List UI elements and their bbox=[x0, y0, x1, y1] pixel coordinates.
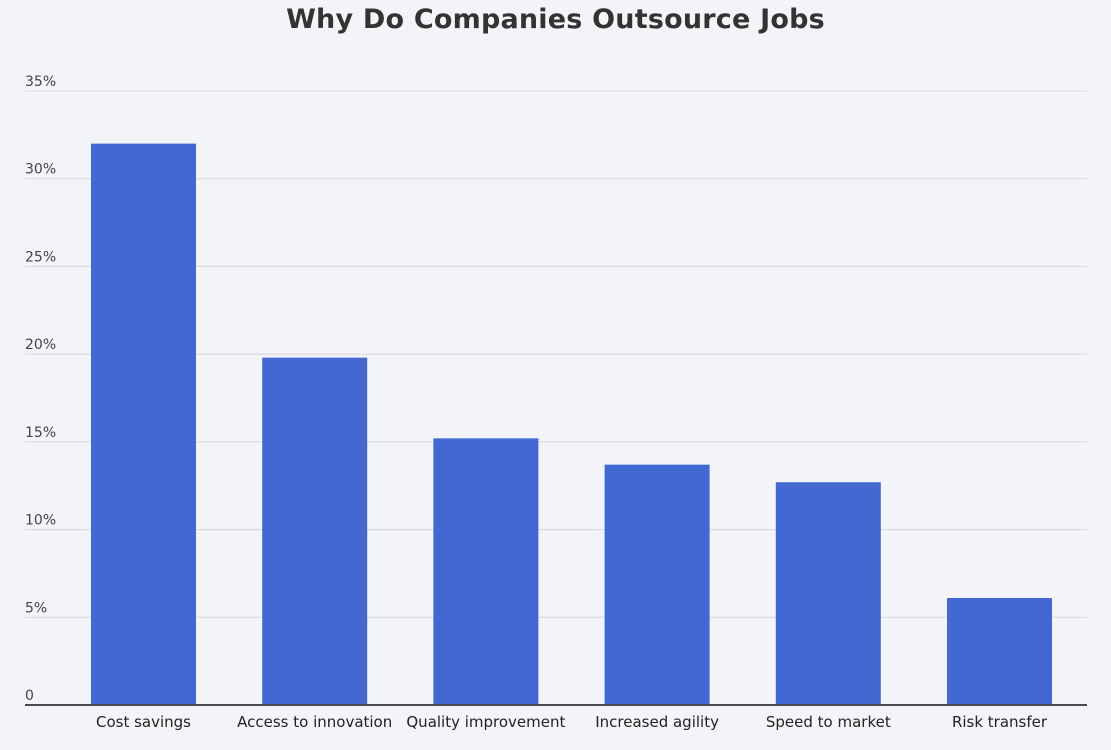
y-tick-label: 20% bbox=[25, 337, 56, 353]
x-tick-label: Speed to market bbox=[766, 713, 891, 731]
x-tick-label: Cost savings bbox=[96, 713, 191, 731]
y-tick-label: 35% bbox=[25, 74, 56, 90]
y-tick-label: 25% bbox=[25, 249, 56, 265]
x-tick-label: Increased agility bbox=[595, 713, 719, 731]
x-tick-label: Access to innovation bbox=[237, 713, 392, 731]
y-tick-label: 10% bbox=[25, 513, 56, 529]
bar-cost-savings[interactable] bbox=[91, 143, 196, 706]
bar-increased-agility[interactable] bbox=[604, 464, 710, 705]
bar-access-to-innovation[interactable] bbox=[262, 357, 368, 705]
chart-title: Why Do Companies Outsource Jobs bbox=[286, 4, 825, 35]
bar-speed-to-market[interactable] bbox=[775, 482, 881, 705]
gridlines bbox=[25, 90, 1087, 618]
bar-risk-transfer[interactable] bbox=[947, 597, 1052, 705]
axes: 0 5% 10% 15% 20% 25% 30% 35% Cost savings Access … bbox=[25, 74, 1087, 731]
y-tick-label: 0 bbox=[25, 688, 34, 704]
x-tick-label: Risk transfer bbox=[952, 713, 1048, 731]
bars bbox=[91, 143, 1052, 706]
bar-quality-improvement[interactable] bbox=[433, 438, 539, 705]
x-tick-label: Quality improvement bbox=[406, 713, 565, 731]
y-tick-label: 5% bbox=[25, 600, 47, 616]
y-tick-label: 15% bbox=[25, 425, 56, 441]
y-tick-label: 30% bbox=[25, 162, 56, 178]
